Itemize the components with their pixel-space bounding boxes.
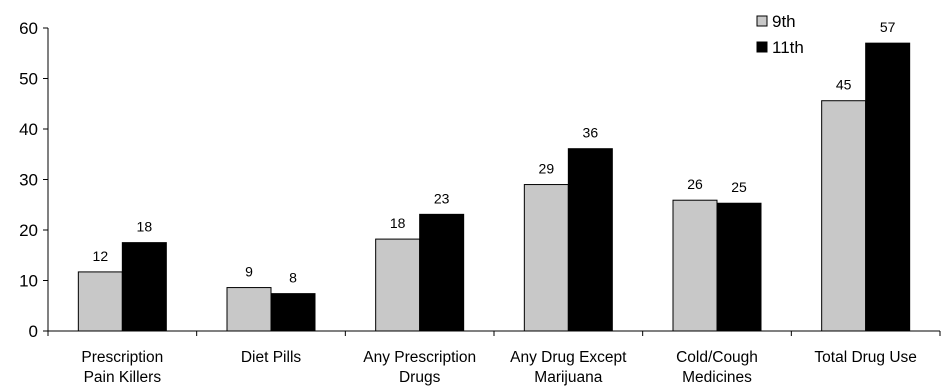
bar-grade9 xyxy=(672,199,718,332)
category-label: Medicines xyxy=(682,369,752,386)
category-label: Prescription xyxy=(81,349,163,366)
y-tick-label: 50 xyxy=(19,70,38,89)
data-label: 26 xyxy=(687,176,703,192)
legend: 9th 11th xyxy=(756,12,804,57)
legend-swatch xyxy=(756,41,768,53)
y-tick-label: 0 xyxy=(29,322,38,341)
data-label: 23 xyxy=(434,190,450,206)
bar-grade9 xyxy=(821,100,867,332)
category-label: Total Drug Use xyxy=(814,349,917,366)
data-label: 8 xyxy=(289,270,297,286)
bar-grade11 xyxy=(716,202,762,332)
category-label: Marijuana xyxy=(534,369,602,386)
y-tick-label: 30 xyxy=(19,171,38,190)
data-label: 29 xyxy=(539,161,555,177)
data-label: 18 xyxy=(137,219,153,235)
bar-grade9 xyxy=(77,271,123,332)
data-label: 25 xyxy=(731,179,747,195)
legend-label: 9th xyxy=(772,12,796,31)
category-label: Cold/Cough xyxy=(676,349,758,366)
bar-grade11 xyxy=(121,242,167,332)
category-label: Diet Pills xyxy=(241,349,302,366)
data-label: 36 xyxy=(583,125,599,141)
category-labels: Prescription Pain Killers Diet Pills Any Pr… xyxy=(81,349,917,386)
bar-grade11 xyxy=(270,293,316,332)
data-label: 18 xyxy=(390,215,406,231)
data-label: 45 xyxy=(836,77,852,93)
bar-grade11 xyxy=(419,213,465,332)
bars xyxy=(77,42,911,332)
category-label: Drugs xyxy=(399,369,441,386)
category-label: Any Drug Except xyxy=(510,349,627,366)
y-tick-label: 40 xyxy=(19,120,38,139)
data-label: 57 xyxy=(880,19,896,35)
y-tick-label: 10 xyxy=(19,272,38,291)
y-tick-label: 20 xyxy=(19,221,38,240)
x-axis xyxy=(47,330,941,336)
y-axis: 0 10 20 30 40 50 60 xyxy=(19,19,49,341)
bar-grade9 xyxy=(226,287,272,332)
legend-swatch xyxy=(756,15,768,27)
bar-grade11 xyxy=(567,148,613,332)
data-label: 9 xyxy=(245,264,253,280)
bar-grade11 xyxy=(865,42,911,332)
bar-grade9 xyxy=(523,184,569,332)
category-label: Any Prescription xyxy=(363,349,476,366)
data-labels: 12 18 9 8 18 23 29 36 26 25 45 57 xyxy=(93,19,896,285)
bar-grade9 xyxy=(375,238,421,332)
category-label: Pain Killers xyxy=(84,369,162,386)
y-tick-label: 60 xyxy=(19,19,38,38)
legend-label: 11th xyxy=(772,38,804,57)
data-label: 12 xyxy=(93,248,109,264)
